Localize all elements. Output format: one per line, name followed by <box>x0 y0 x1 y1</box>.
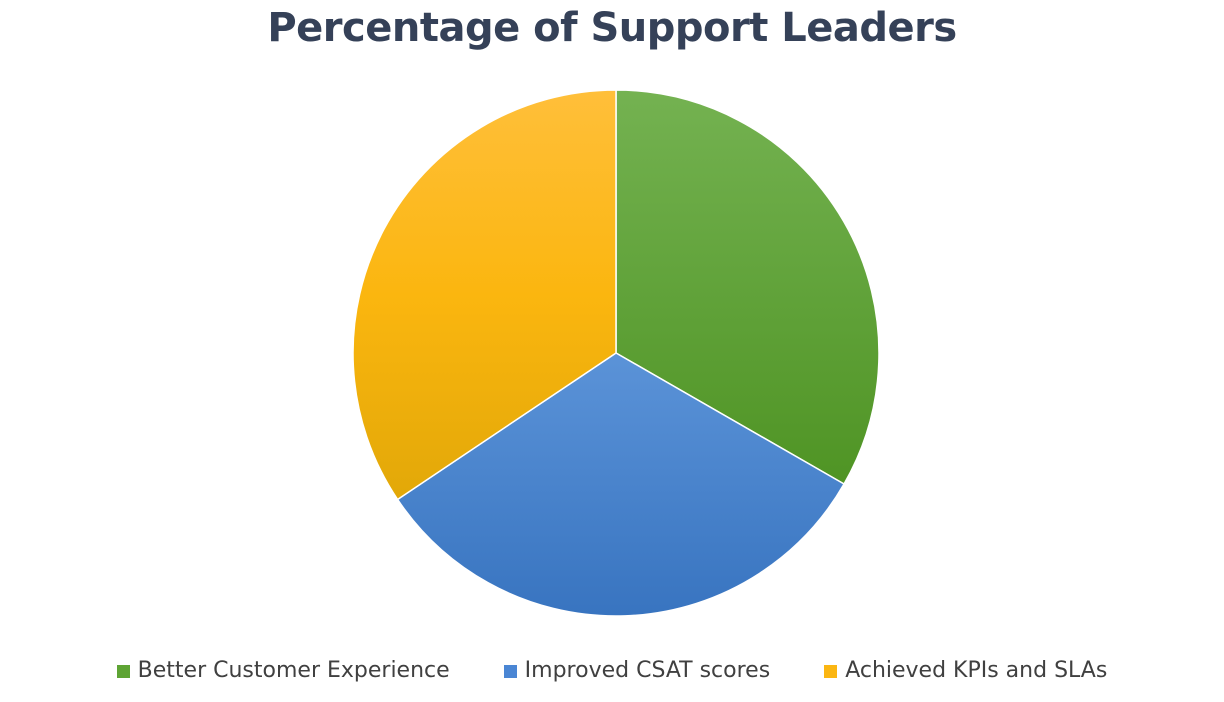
pie-slice-achieved-kpis-and-slas <box>352 89 617 501</box>
legend-item-improved-csat-scores: Improved CSAT scores <box>503 656 771 686</box>
legend-label: Achieved KPIs and SLAs <box>845 658 1108 683</box>
legend-item-achieved-kpis-and-slas: Achieved KPIs and SLAs <box>824 656 1107 686</box>
chart-title: Percentage of Support Leaders <box>267 5 957 51</box>
legend-label: Better Customer Experience <box>137 658 450 683</box>
legend-swatch-yellow <box>824 664 838 678</box>
legend-swatch-blue <box>503 664 517 678</box>
pie-slice-improved-csat-scores <box>396 352 846 617</box>
chart-legend: Better Customer Experience Improved CSAT… <box>0 656 1224 686</box>
pie-slice-better-customer-experience <box>615 89 880 486</box>
legend-item-better-customer-experience: Better Customer Experience <box>116 656 450 686</box>
legend-label: Improved CSAT scores <box>524 658 771 683</box>
legend-swatch-green <box>116 664 130 678</box>
